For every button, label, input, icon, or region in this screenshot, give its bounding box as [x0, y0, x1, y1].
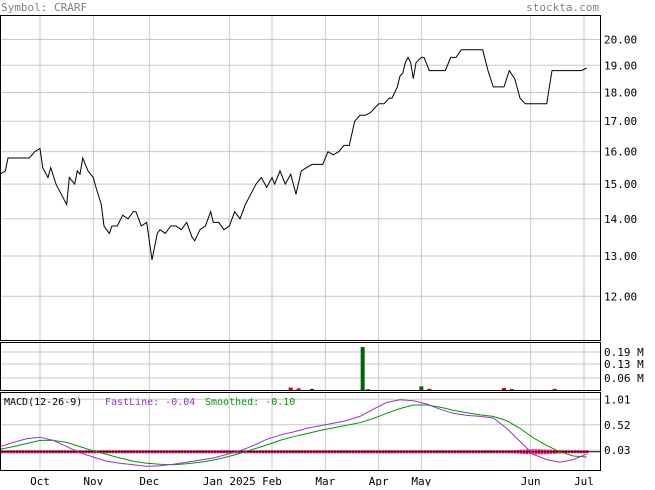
x-axis-labels: Oct Nov Dec Jan 2025 Feb Mar Apr May Jun Jul: [30, 475, 594, 488]
price-tick-label: 18.00: [604, 86, 637, 99]
price-panel-grid: [0, 15, 600, 340]
price-tick-label: 16.00: [604, 146, 637, 159]
macd-smoothed-line: [0, 404, 587, 466]
site-watermark: stockta.com: [526, 1, 599, 14]
volume-panel-frame: [0, 342, 601, 391]
volume-bar: [360, 347, 365, 390]
price-tick-label: 19.00: [604, 59, 637, 72]
macd-panel-grid: [0, 392, 600, 470]
x-tick-label: Apr: [369, 475, 389, 486]
price-tick-label: 15.00: [604, 178, 637, 191]
volume-bar: [502, 388, 506, 390]
x-tick-label: Dec: [139, 475, 159, 486]
volume-tick-label: 0.19 M: [604, 346, 644, 359]
x-tick-label: Feb: [262, 475, 282, 486]
volume-bar: [510, 389, 514, 390]
price-tick-label: 13.00: [604, 250, 637, 263]
price-tick-label: 20.00: [604, 34, 637, 47]
volume-bar: [427, 388, 432, 390]
x-tick-label: Jan 2025: [203, 475, 256, 486]
x-tick-label: Mar: [315, 475, 335, 486]
volume-bars: [288, 347, 557, 391]
volume-bar: [552, 388, 557, 390]
price-axis-labels: 20.00 19.00 18.00 17.00 16.00 15.00 14.00 13.00…: [604, 34, 637, 304]
volume-tick-label: 0.13 M: [604, 358, 644, 371]
macd-axis-labels: 1.01 0.52 0.03: [604, 393, 631, 457]
macd-tick-label: 0.03: [604, 444, 631, 457]
volume-bar: [288, 387, 293, 390]
macd-smoothed-legend: Smoothed: -0.10: [205, 397, 295, 408]
x-tick-label: Jul: [574, 475, 594, 486]
volume-bar: [310, 388, 314, 390]
volume-tick-label: 0.06 M: [604, 372, 644, 385]
macd-tick-label: 1.01: [604, 393, 631, 406]
price-line: [0, 49, 587, 260]
macd-panel-frame: [0, 392, 601, 471]
volume-axis-labels: 0.19 M0.13 M0.06 M: [604, 346, 644, 385]
volume-bar: [296, 388, 301, 390]
panel-frames: [0, 15, 601, 471]
x-tick-label: May: [411, 475, 431, 486]
macd-legend-title: MACD(12-26-9): [4, 397, 82, 408]
symbol-label: Symbol: CRARF: [1, 1, 87, 14]
volume-bar: [366, 389, 370, 391]
price-tick-label: 14.00: [604, 213, 637, 226]
macd-fastline-legend: FastLine: -0.04: [105, 397, 195, 408]
macd-legend: MACD(12-26-9) FastLine: -0.04 Smoothed: …: [4, 397, 295, 408]
price-panel-frame: [0, 15, 601, 341]
x-tick-label: Oct: [30, 475, 50, 486]
macd-tick-label: 0.52: [604, 419, 631, 432]
volume-bar: [419, 386, 424, 390]
price-tick-label: 17.00: [604, 115, 637, 128]
volume-panel-grid: [0, 342, 600, 390]
x-tick-label: Nov: [83, 475, 103, 486]
price-tick-label: 12.00: [604, 290, 637, 303]
macd-fast-line: [0, 399, 587, 467]
x-tick-label: Jun: [521, 475, 541, 486]
